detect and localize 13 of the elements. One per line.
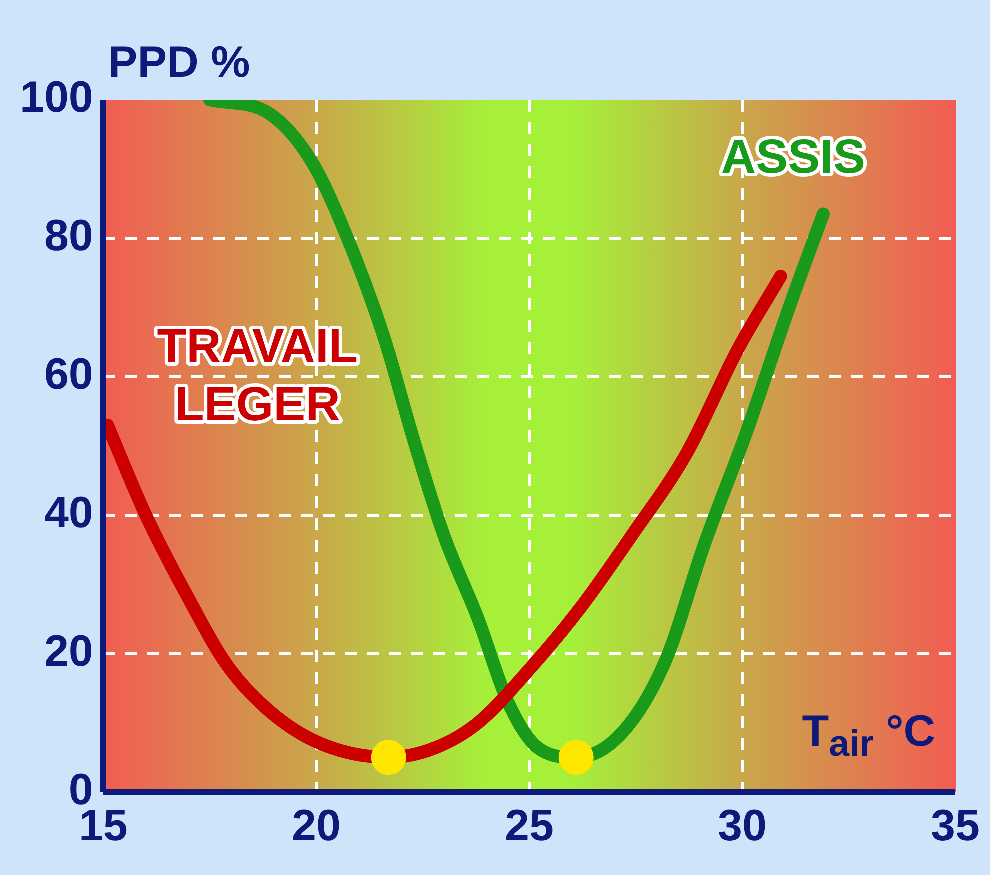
- x-tick-label: 30: [718, 802, 767, 851]
- y-axis-title: PPD %: [108, 38, 250, 88]
- x-tick-label: 25: [504, 802, 554, 851]
- x-tick-label: 20: [292, 802, 341, 851]
- series-label: ASSIS: [721, 131, 866, 184]
- series-label: TRAVAIL LEGER: [157, 320, 358, 432]
- y-tick-label: 40: [44, 488, 94, 538]
- y-tick-label: 60: [44, 350, 94, 400]
- x-axis-title: T$_{air}$ °C: [802, 707, 936, 765]
- y-tick-label: 100: [20, 73, 94, 122]
- y-tick-label: 80: [44, 212, 94, 261]
- x-tick-label: 35: [931, 802, 980, 851]
- y-tick-label: 20: [44, 626, 94, 676]
